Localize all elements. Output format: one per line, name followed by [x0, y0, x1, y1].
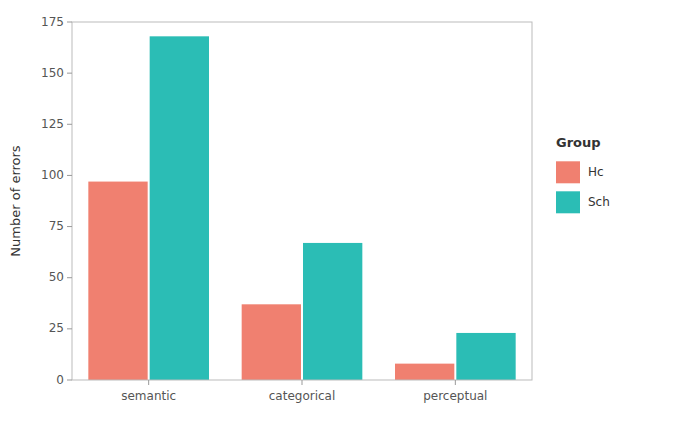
- legend-title: Group: [556, 135, 601, 150]
- bar: [456, 333, 515, 380]
- y-tick-label: 175: [41, 15, 64, 29]
- x-tick: [455, 380, 456, 385]
- plot-background: [72, 22, 532, 380]
- y-tick: [67, 226, 72, 227]
- y-tick-label: 25: [49, 321, 64, 335]
- y-axis-label: Number of errors: [8, 145, 23, 256]
- x-tick-label: perceptual: [423, 389, 487, 403]
- y-tick-label: 75: [49, 219, 64, 233]
- legend-swatch: [556, 161, 580, 183]
- x-tick-label: semantic: [121, 389, 176, 403]
- y-tick-label: 50: [49, 270, 64, 284]
- x-tick-label: categorical: [269, 389, 336, 403]
- bar: [150, 36, 209, 380]
- y-tick-label: 150: [41, 66, 64, 80]
- legend-swatch: [556, 191, 580, 213]
- y-tick-label: 0: [56, 373, 64, 387]
- legend-label: Hc: [588, 165, 604, 179]
- chart-container: 0 25 50 75 100 125 150 175 semantic categorical pe…: [0, 0, 682, 426]
- bar: [242, 304, 301, 380]
- x-tick: [148, 380, 149, 385]
- bar: [395, 364, 454, 380]
- y-tick: [67, 22, 72, 23]
- y-tick-label: 125: [41, 117, 64, 131]
- chart-svg: 0 25 50 75 100 125 150 175 semantic categorical pe…: [0, 0, 682, 426]
- y-tick: [67, 277, 72, 278]
- bar: [303, 243, 362, 380]
- legend: Group Hc Sch: [556, 135, 610, 213]
- y-tick: [67, 124, 72, 125]
- plot-frame: [72, 22, 532, 380]
- y-tick: [67, 73, 72, 74]
- bars: [88, 36, 515, 380]
- bar: [88, 182, 147, 380]
- y-tick-label: 100: [41, 168, 64, 182]
- y-tick: [67, 175, 72, 176]
- y-tick: [67, 328, 72, 329]
- legend-label: Sch: [588, 195, 610, 209]
- x-tick: [302, 380, 303, 385]
- y-tick: [67, 380, 72, 381]
